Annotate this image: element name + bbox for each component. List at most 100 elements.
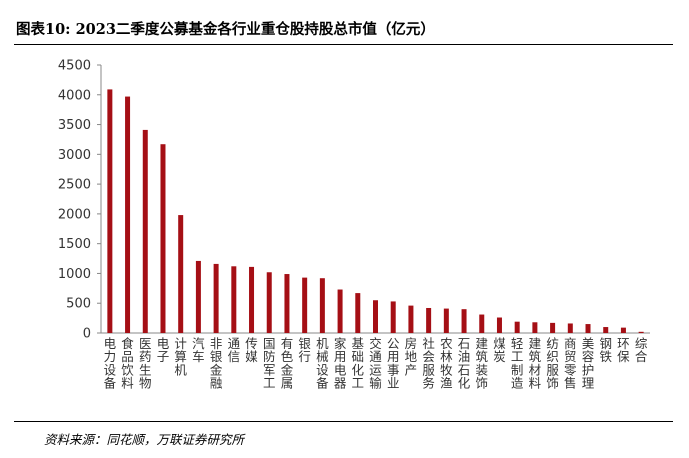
x-tick-label: 有: [281, 336, 294, 351]
bar: [620, 327, 626, 333]
x-tick-label: 军: [263, 362, 276, 377]
x-tick-label: 建: [476, 336, 489, 351]
x-tick-label: 电: [334, 362, 347, 377]
x-tick-label: 机: [174, 362, 187, 377]
x-tick-label: 筑: [476, 349, 489, 364]
x-tick-label: 汽: [192, 336, 205, 351]
x-tick-label: 电: [104, 336, 117, 351]
x-tick-label: 事: [387, 362, 400, 377]
y-tick-label: 1500: [58, 237, 91, 252]
x-tick-label: 煤: [493, 336, 506, 351]
bar: [195, 260, 201, 333]
x-tick-label: 金: [210, 362, 223, 377]
x-tick-label: 设: [104, 362, 117, 377]
x-tick-label: 饰: [546, 376, 559, 391]
x-tick-label: 属: [281, 376, 294, 391]
bar: [496, 317, 502, 333]
bar: [284, 274, 290, 333]
x-tick-label: 工: [263, 376, 276, 391]
bar: [249, 266, 255, 333]
x-tick-label: 电: [157, 336, 170, 351]
x-tick-label: 售: [564, 376, 577, 391]
x-tick-label: 贸: [564, 349, 577, 364]
y-axis-ticks: 0 500 1000 1500 2000 2500 3000 3500 4000 4500: [58, 59, 101, 342]
x-tick-label: 工: [511, 349, 524, 364]
x-tick-label: 物: [139, 376, 152, 391]
x-tick-label: 防: [263, 349, 276, 364]
bar: [443, 308, 449, 333]
x-tick-label: 料: [529, 376, 542, 391]
x-tick-label: 生: [139, 362, 152, 377]
x-tick-label: 运: [369, 362, 382, 377]
x-tick-label: 建: [529, 336, 542, 351]
bar: [567, 323, 573, 333]
figure-title: 图表10: 2023二季度公募基金各行业重仓股持股总市值（亿元）: [16, 21, 435, 38]
y-tick-label: 500: [66, 297, 91, 312]
bar: [355, 293, 361, 333]
x-tick-label: 零: [564, 362, 577, 377]
x-tick-label: 工: [352, 376, 365, 391]
x-tick-label: 备: [316, 376, 329, 391]
x-tick-label: 服: [422, 362, 435, 377]
bar: [532, 322, 538, 333]
x-tick-label: 行: [298, 349, 311, 364]
bar: [514, 321, 520, 333]
x-tick-label: 商: [564, 336, 577, 351]
bar: [266, 272, 272, 333]
x-tick-label: 炭: [493, 349, 506, 364]
x-tick-label: 纺: [546, 336, 559, 351]
x-tick-label: 算: [174, 349, 187, 364]
bar: [479, 314, 485, 333]
x-tick-label: 轻: [511, 336, 524, 351]
x-tick-label: 械: [316, 349, 329, 364]
x-tick-label: 地: [405, 349, 418, 364]
x-tick-label: 础: [352, 349, 365, 364]
x-tick-label: 美: [582, 336, 595, 351]
x-tick-label: 药: [139, 349, 152, 364]
x-tick-label: 传: [245, 336, 258, 351]
x-tick-label: 护: [582, 362, 595, 377]
x-tick-label: 品: [121, 349, 134, 364]
x-tick-label: 家: [334, 336, 347, 351]
x-tick-label: 保: [617, 349, 630, 364]
bar: [142, 129, 148, 333]
x-tick-label: 车: [192, 349, 205, 364]
x-tick-label: 社: [422, 336, 435, 351]
x-tick-label: 输: [369, 376, 382, 391]
y-tick-label: 1000: [58, 267, 91, 282]
x-tick-label: 产: [405, 362, 418, 377]
x-tick-label: 容: [582, 349, 595, 364]
bar: [213, 263, 219, 333]
x-tick-label: 色: [281, 349, 294, 364]
x-tick-label: 媒: [245, 349, 258, 364]
bar: [585, 324, 591, 333]
bar: [178, 215, 184, 333]
x-axis-labels: 电力设备食品饮料医药生物电子计算机汽车非银金融通信传媒国防军工有色金属银行机械设…: [104, 336, 648, 391]
x-tick-label: 银: [210, 349, 223, 364]
x-tick-label: 业: [387, 376, 400, 391]
y-tick-label: 2000: [58, 207, 91, 222]
x-tick-label: 信: [228, 349, 241, 364]
x-tick-label: 渔: [440, 376, 453, 391]
bar: [603, 327, 609, 333]
x-tick-label: 钢: [599, 336, 612, 351]
x-tick-label: 务: [422, 376, 435, 391]
source-note: 资料来源：同花顺，万联证券研究所: [44, 432, 245, 447]
bar: [337, 289, 343, 333]
x-tick-label: 基: [352, 336, 365, 351]
x-tick-label: 制: [511, 362, 524, 377]
x-tick-label: 造: [511, 376, 524, 391]
x-tick-label: 铁: [599, 349, 612, 364]
x-tick-label: 林: [440, 349, 453, 364]
x-tick-label: 石: [458, 362, 471, 377]
x-tick-label: 环: [617, 336, 630, 351]
x-tick-label: 力: [104, 349, 117, 364]
bar: [390, 301, 396, 333]
x-tick-label: 材: [529, 362, 542, 377]
x-tick-label: 饮: [121, 362, 134, 377]
x-tick-label: 备: [104, 376, 117, 391]
bar: [107, 89, 113, 333]
bar: [461, 309, 467, 333]
bar: [160, 144, 166, 333]
